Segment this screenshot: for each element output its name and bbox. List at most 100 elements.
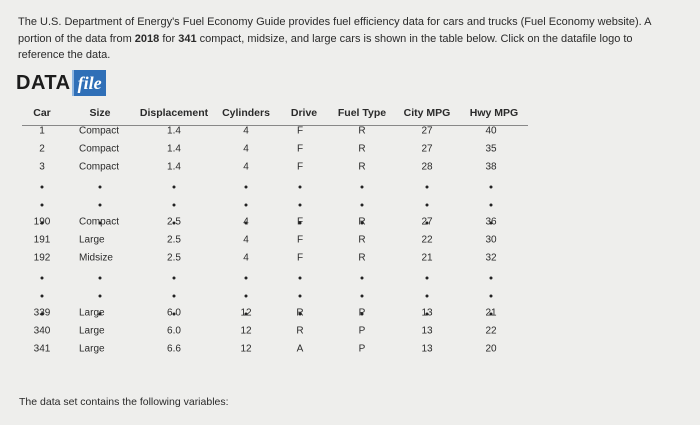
table-cell: Large <box>79 307 105 319</box>
table-cell: 35 <box>485 143 497 155</box>
ellipsis-dot <box>40 203 44 207</box>
ellipsis-dot <box>425 312 429 316</box>
table-cell: 2 <box>39 143 45 155</box>
table-cell: 12 <box>240 343 252 355</box>
ellipsis-dot <box>98 221 102 225</box>
intro-text: compact, midsize, and large cars is show… <box>18 32 633 62</box>
table-cell: R <box>296 325 304 337</box>
table-cell: 27 <box>421 216 433 228</box>
table-cell: F <box>296 234 304 246</box>
table-cell: F <box>296 161 304 173</box>
ellipsis-dot <box>489 185 493 189</box>
ellipsis-dot <box>172 294 176 298</box>
table-cell: Midsize <box>79 252 113 264</box>
table-cell: 4 <box>243 125 249 137</box>
table-cell: 21 <box>421 252 433 264</box>
table-cell: R <box>358 234 366 246</box>
intro-bold: 341 <box>178 32 197 45</box>
table-cell: R <box>358 252 366 264</box>
table-cell: 13 <box>421 325 433 337</box>
table-cell: 32 <box>485 252 497 264</box>
table-cell: 1 <box>39 125 45 137</box>
column-header: City MPG <box>403 107 451 119</box>
table-cell: 22 <box>421 234 433 246</box>
table-cell: R <box>358 125 366 137</box>
table-cell: 21 <box>485 307 497 319</box>
table-cell: 6.0 <box>167 325 181 337</box>
column-header: Car <box>33 107 51 119</box>
table-cell: 2.5 <box>167 216 181 228</box>
table-cell: R <box>358 143 366 155</box>
table-cell: 3 <box>39 161 45 173</box>
table-cell: 30 <box>485 234 497 246</box>
ellipsis-dot <box>360 185 364 189</box>
table-cell: P <box>358 343 366 355</box>
table-cell: 27 <box>421 125 433 137</box>
table-cell: 36 <box>485 216 497 228</box>
ellipsis-dot <box>298 312 302 316</box>
table-cell: 6.0 <box>167 307 181 319</box>
table-cell: 339 <box>33 307 51 319</box>
logo-file: file <box>71 70 106 96</box>
table-cell: 4 <box>243 252 249 264</box>
table-cell: Large <box>79 325 105 337</box>
ellipsis-dot <box>298 294 302 298</box>
footer-text: The data set contains the following vari… <box>19 396 229 408</box>
table-cell: 4 <box>243 216 249 228</box>
ellipsis-dot <box>172 221 176 225</box>
table-cell: 1.4 <box>167 125 181 137</box>
ellipsis-dot <box>172 203 176 207</box>
ellipsis-dot <box>489 312 493 316</box>
ellipsis-dot <box>360 276 364 280</box>
table-cell: 27 <box>421 143 433 155</box>
table-cell: 40 <box>485 125 497 137</box>
ellipsis-dot <box>298 221 302 225</box>
table-cell: 4 <box>243 161 249 173</box>
table-cell: 13 <box>421 343 433 355</box>
table-cell: Large <box>79 343 105 355</box>
table-cell: 190 <box>33 216 51 228</box>
table-cell: Compact <box>79 161 120 173</box>
table-cell: 38 <box>485 161 497 173</box>
ellipsis-dot <box>172 276 176 280</box>
ellipsis-dot <box>360 294 364 298</box>
ellipsis-dot <box>40 221 44 225</box>
logo-data: DATA <box>16 72 71 94</box>
table-cell: P <box>358 325 366 337</box>
table-cell: 2.5 <box>167 252 181 264</box>
table-cell: Compact <box>79 216 120 228</box>
ellipsis-dot <box>98 312 102 316</box>
table-cell: F <box>296 252 304 264</box>
ellipsis-dot <box>360 203 364 207</box>
intro-bold: 2018 <box>134 32 160 45</box>
datafile-logo[interactable]: DATA file <box>16 70 106 96</box>
ellipsis-dot <box>244 294 248 298</box>
table-cell: 1.4 <box>167 161 181 173</box>
table-cell: F <box>296 216 304 228</box>
intro-paragraph: The U.S. Department of Energy's Fuel Eco… <box>18 14 668 64</box>
ellipsis-dot <box>244 312 248 316</box>
table-cell: Large <box>79 234 105 246</box>
ellipsis-dot <box>298 185 302 189</box>
ellipsis-dot <box>489 203 493 207</box>
table-cell: 13 <box>421 307 433 319</box>
table-cell: 28 <box>421 161 433 173</box>
ellipsis-dot <box>98 276 102 280</box>
table-cell: 6.6 <box>167 343 181 355</box>
table-cell: Compact <box>79 143 120 155</box>
ellipsis-dot <box>244 221 248 225</box>
table-cell: 22 <box>485 325 497 337</box>
table-cell: P <box>358 307 366 319</box>
ellipsis-dot <box>244 203 248 207</box>
column-header: Displacement <box>139 107 209 119</box>
ellipsis-dot <box>360 312 364 316</box>
ellipsis-dot <box>172 312 176 316</box>
table-cell: F <box>296 143 304 155</box>
table-cell: F <box>296 125 304 137</box>
ellipsis-dot <box>298 276 302 280</box>
ellipsis-dot <box>98 203 102 207</box>
table-cell: R <box>358 161 366 173</box>
ellipsis-dot <box>98 185 102 189</box>
